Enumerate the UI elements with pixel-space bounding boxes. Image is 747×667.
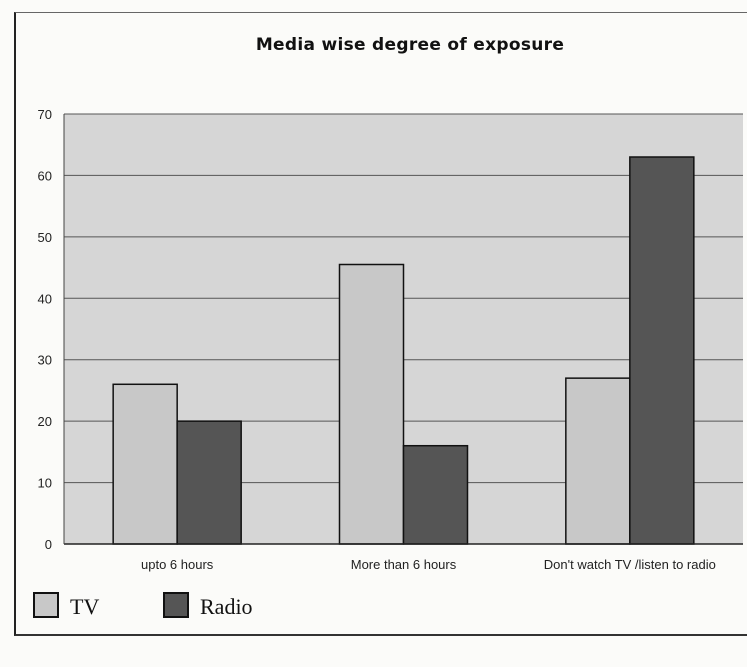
y-tick-label: 10: [38, 476, 52, 491]
y-tick-label: 70: [38, 107, 52, 122]
bar-radio-2: [402, 444, 469, 545]
legend-swatch-radio: [163, 592, 189, 618]
x-category-label: upto 6 hours: [141, 557, 214, 572]
bar-tv-2: [338, 263, 405, 545]
y-tick-label: 40: [38, 291, 52, 306]
bar-radio-1: [176, 420, 242, 545]
chart-title: Media wise degree of exposure: [256, 35, 564, 55]
bars: [112, 156, 695, 545]
x-axis-labels: upto 6 hours More than 6 hours Don't watch…: [141, 557, 716, 572]
y-tick-label: 30: [38, 353, 52, 368]
x-category-label: More than 6 hours: [351, 557, 457, 572]
x-category-label: Don't watch TV /listen to radio: [544, 557, 716, 572]
bar-tv-1: [112, 383, 178, 545]
legend-label-radio: Radio: [200, 594, 253, 619]
legend-label-tv: TV: [70, 594, 99, 619]
chart-frame: [14, 12, 747, 636]
y-axis-ticks: 0 10 20 30 40 50 60 70: [38, 107, 52, 552]
legend-swatch-tv: [33, 592, 59, 618]
y-tick-label: 0: [45, 537, 52, 552]
y-tick-label: 20: [38, 414, 52, 429]
bar-radio-3: [629, 156, 695, 545]
legend: TV Radio: [33, 592, 253, 619]
bar-tv-3: [565, 377, 631, 545]
y-tick-label: 50: [38, 230, 52, 245]
y-tick-label: 60: [38, 168, 52, 183]
